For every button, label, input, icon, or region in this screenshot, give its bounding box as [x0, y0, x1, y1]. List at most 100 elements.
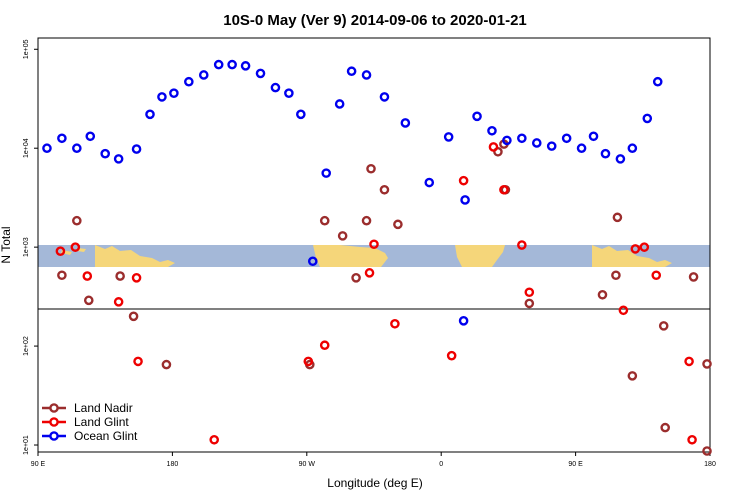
land-nadir-point — [660, 422, 671, 433]
land-nadir-point — [597, 289, 608, 300]
ocean-glint-point — [487, 125, 497, 136]
land-nadir-point — [115, 271, 125, 281]
land-glint-point — [390, 318, 400, 329]
land-glint-point — [133, 356, 143, 367]
land-glint-point — [524, 287, 535, 298]
legend-ocean-glint-label: Ocean Glint — [74, 429, 138, 443]
land-nadir-point — [361, 215, 372, 226]
legend-land-nadir-label: Land Nadir — [74, 401, 133, 415]
y-tick-label: 1e+04 — [23, 138, 30, 158]
land-nadir-point — [379, 184, 390, 195]
land-glint-point — [364, 268, 375, 278]
ocean-glint-point — [169, 88, 179, 98]
x-tick-label: 180 — [704, 461, 716, 468]
ocean-glint-point — [131, 144, 142, 154]
y-tick-label: 1e+05 — [23, 39, 30, 59]
land-glint-point — [113, 297, 124, 307]
ocean-glint-point — [561, 133, 572, 144]
ocean-glint-point — [502, 135, 512, 146]
ocean-glint-point — [379, 92, 390, 102]
land-glint-point — [517, 240, 527, 250]
ocean-glint-point — [307, 256, 318, 267]
x-tick-label: 180 — [167, 461, 179, 468]
land-nadir-point — [393, 219, 403, 230]
map-islands-left — [61, 248, 86, 255]
ocean-glint-point — [531, 138, 542, 148]
y-tick-label: 1e+01 — [23, 435, 30, 455]
ocean-glint-point — [652, 76, 663, 87]
land-glint-point — [488, 142, 499, 152]
ocean-glint-point — [576, 143, 587, 154]
land-glint-point — [209, 434, 220, 445]
legend-land-glint-marker — [49, 417, 59, 427]
y-axis: 1e+01 1e+02 1e+03 1e+04 1e+05 — [23, 39, 38, 455]
map-land-australia-left — [95, 245, 175, 267]
ocean-glint-point — [460, 195, 470, 205]
land-nadir-point — [627, 371, 638, 381]
ocean-glint-point — [424, 177, 435, 188]
ocean-glint-point — [346, 66, 357, 77]
legend-ocean-glint-marker — [49, 431, 59, 441]
ocean-glint-point — [145, 109, 155, 120]
land-nadir-point — [702, 446, 712, 456]
land-nadir-point — [161, 359, 172, 370]
ocean-glint-point — [321, 168, 332, 178]
ocean-glint-point — [270, 82, 281, 93]
ocean-glint-point — [517, 133, 527, 144]
x-tick-label: 90 E — [568, 461, 583, 468]
land-glint-point — [687, 434, 697, 445]
ocean-glint-point — [546, 141, 557, 151]
land-nadir-point — [524, 298, 535, 309]
land-glint-point — [458, 175, 469, 186]
y-tick-label: 1e+02 — [23, 336, 30, 356]
land-nadir-point — [319, 215, 330, 226]
ocean-glint-point — [42, 143, 52, 154]
land-glint-point — [55, 246, 66, 256]
ocean-glint-point — [85, 131, 96, 142]
world-map-band — [38, 245, 710, 267]
ocean-glint-point — [184, 76, 194, 87]
map-land-south-america — [313, 245, 388, 267]
land-nadir-point — [611, 270, 621, 281]
y-axis-label: N Total — [0, 226, 13, 263]
ocean-glint-point — [227, 59, 237, 70]
land-nadir-point — [128, 311, 139, 322]
ocean-glint-point — [296, 109, 306, 120]
ocean-glint-point — [334, 99, 345, 109]
ocean-glint-point — [472, 111, 482, 122]
land-glint-point — [651, 270, 662, 281]
land-nadir-point — [337, 231, 348, 241]
ocean-glint-point — [615, 154, 626, 164]
ocean-glint-point — [458, 316, 469, 326]
land-glint-point — [319, 340, 330, 351]
ocean-glint-point — [443, 132, 454, 142]
land-nadir-point — [612, 212, 623, 223]
y-tick-label: 1e+03 — [23, 237, 30, 257]
land-glint-point — [82, 271, 93, 281]
ocean-glint-point — [400, 118, 411, 128]
x-tick-label: 0 — [439, 461, 443, 468]
ocean-glint-point — [72, 143, 82, 154]
land-glint-point — [499, 184, 509, 195]
land-glint-point — [639, 242, 650, 252]
land-nadir-point — [688, 272, 699, 282]
ocean-glint-point — [284, 88, 294, 98]
chart-title: 10S-0 May (Ver 9) 2014-09-06 to 2020-01-… — [223, 12, 527, 29]
map-land-africa — [455, 245, 505, 267]
land-glint-point — [684, 356, 694, 367]
x-axis: 90 E 180 90 W 0 90 E 180 — [31, 452, 716, 468]
plot-frame — [37, 37, 711, 453]
ocean-glint-point — [240, 61, 251, 71]
ocean-glint-point — [213, 59, 224, 70]
ocean-glint-point — [113, 154, 124, 164]
land-nadir-point — [702, 359, 712, 369]
legend-land-glint-label: Land Glint — [74, 415, 129, 429]
map-land-australia-right — [592, 245, 672, 267]
land-nadir-point — [351, 272, 361, 283]
data-points — [42, 59, 712, 456]
land-glint-point — [369, 239, 379, 250]
x-axis-label: Longitude (deg E) — [327, 476, 422, 490]
legend-land-nadir-marker — [49, 403, 59, 413]
